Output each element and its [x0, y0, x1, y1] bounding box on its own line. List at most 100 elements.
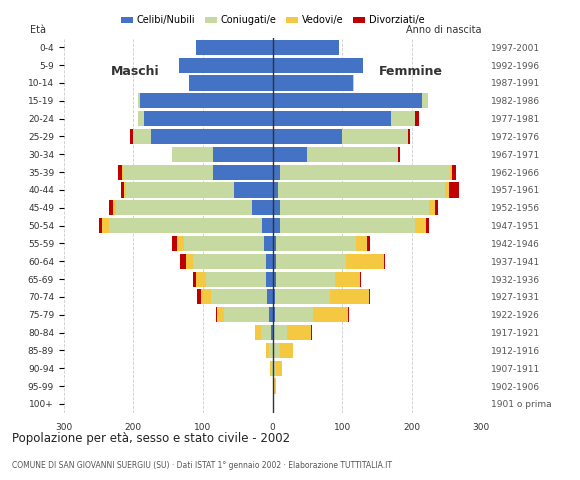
- Bar: [118, 165, 122, 180]
- Bar: [269, 343, 273, 358]
- Bar: [266, 272, 273, 287]
- Bar: [273, 75, 353, 91]
- Bar: [122, 165, 123, 180]
- Bar: [346, 253, 384, 269]
- Bar: [391, 111, 415, 126]
- Bar: [270, 360, 271, 376]
- Bar: [273, 147, 307, 162]
- Bar: [193, 253, 266, 269]
- Bar: [273, 289, 275, 304]
- Bar: [273, 111, 391, 126]
- Bar: [367, 236, 370, 251]
- Bar: [276, 272, 335, 287]
- Bar: [273, 182, 278, 198]
- Bar: [276, 360, 282, 376]
- Bar: [113, 200, 116, 216]
- Bar: [273, 165, 280, 180]
- Bar: [398, 147, 400, 162]
- Bar: [276, 236, 356, 251]
- Legend: Celibi/Nubili, Coniugati/e, Vedovi/e, Divorziati/e: Celibi/Nubili, Coniugati/e, Vedovi/e, Di…: [117, 12, 428, 29]
- Bar: [121, 182, 124, 198]
- Bar: [206, 272, 266, 287]
- Bar: [342, 129, 408, 144]
- Bar: [384, 253, 385, 269]
- Bar: [213, 165, 273, 180]
- Bar: [353, 75, 354, 91]
- Bar: [184, 236, 264, 251]
- Bar: [109, 200, 113, 216]
- Bar: [311, 325, 312, 340]
- Bar: [360, 272, 361, 287]
- Bar: [266, 343, 269, 358]
- Bar: [172, 147, 213, 162]
- Bar: [450, 165, 452, 180]
- Bar: [274, 378, 276, 394]
- Bar: [426, 218, 429, 233]
- Bar: [273, 236, 276, 251]
- Text: Femmine: Femmine: [378, 65, 443, 78]
- Bar: [271, 360, 273, 376]
- Bar: [234, 182, 273, 198]
- Bar: [196, 272, 206, 287]
- Bar: [273, 378, 274, 394]
- Bar: [179, 58, 273, 73]
- Bar: [224, 307, 269, 323]
- Bar: [445, 182, 449, 198]
- Bar: [211, 289, 267, 304]
- Bar: [123, 165, 213, 180]
- Bar: [261, 325, 271, 340]
- Bar: [278, 182, 445, 198]
- Bar: [415, 218, 426, 233]
- Bar: [435, 200, 438, 216]
- Bar: [280, 218, 415, 233]
- Bar: [151, 129, 273, 144]
- Bar: [280, 165, 450, 180]
- Bar: [116, 200, 252, 216]
- Text: COMUNE DI SAN GIOVANNI SUERGIU (SU) · Dati ISTAT 1° gennaio 2002 · Elaborazione : COMUNE DI SAN GIOVANNI SUERGIU (SU) · Da…: [12, 461, 392, 470]
- Bar: [201, 289, 211, 304]
- Bar: [196, 40, 273, 55]
- Bar: [429, 200, 435, 216]
- Bar: [422, 93, 428, 108]
- Bar: [280, 343, 293, 358]
- Text: Popolazione per età, sesso e stato civile - 2002: Popolazione per età, sesso e stato civil…: [12, 432, 290, 445]
- Bar: [197, 289, 201, 304]
- Bar: [273, 360, 276, 376]
- Bar: [348, 307, 349, 323]
- Bar: [313, 307, 348, 323]
- Bar: [109, 218, 262, 233]
- Bar: [124, 182, 126, 198]
- Bar: [172, 236, 177, 251]
- Bar: [252, 200, 273, 216]
- Bar: [275, 307, 313, 323]
- Bar: [216, 307, 217, 323]
- Bar: [177, 236, 184, 251]
- Bar: [138, 111, 144, 126]
- Bar: [213, 147, 273, 162]
- Bar: [193, 272, 196, 287]
- Bar: [102, 218, 109, 233]
- Bar: [273, 325, 287, 340]
- Bar: [266, 253, 273, 269]
- Text: Anno di nascita: Anno di nascita: [406, 24, 481, 35]
- Bar: [276, 253, 346, 269]
- Bar: [126, 182, 234, 198]
- Bar: [99, 218, 102, 233]
- Bar: [287, 325, 311, 340]
- Bar: [273, 58, 363, 73]
- Text: Età: Età: [30, 24, 46, 35]
- Bar: [449, 182, 459, 198]
- Bar: [307, 147, 398, 162]
- Bar: [133, 129, 151, 144]
- Bar: [264, 236, 273, 251]
- Text: Maschi: Maschi: [110, 65, 159, 78]
- Bar: [280, 200, 429, 216]
- Bar: [273, 218, 280, 233]
- Bar: [269, 307, 273, 323]
- Bar: [186, 253, 193, 269]
- Bar: [273, 93, 422, 108]
- Bar: [369, 289, 370, 304]
- Bar: [273, 253, 276, 269]
- Bar: [189, 75, 273, 91]
- Bar: [452, 165, 456, 180]
